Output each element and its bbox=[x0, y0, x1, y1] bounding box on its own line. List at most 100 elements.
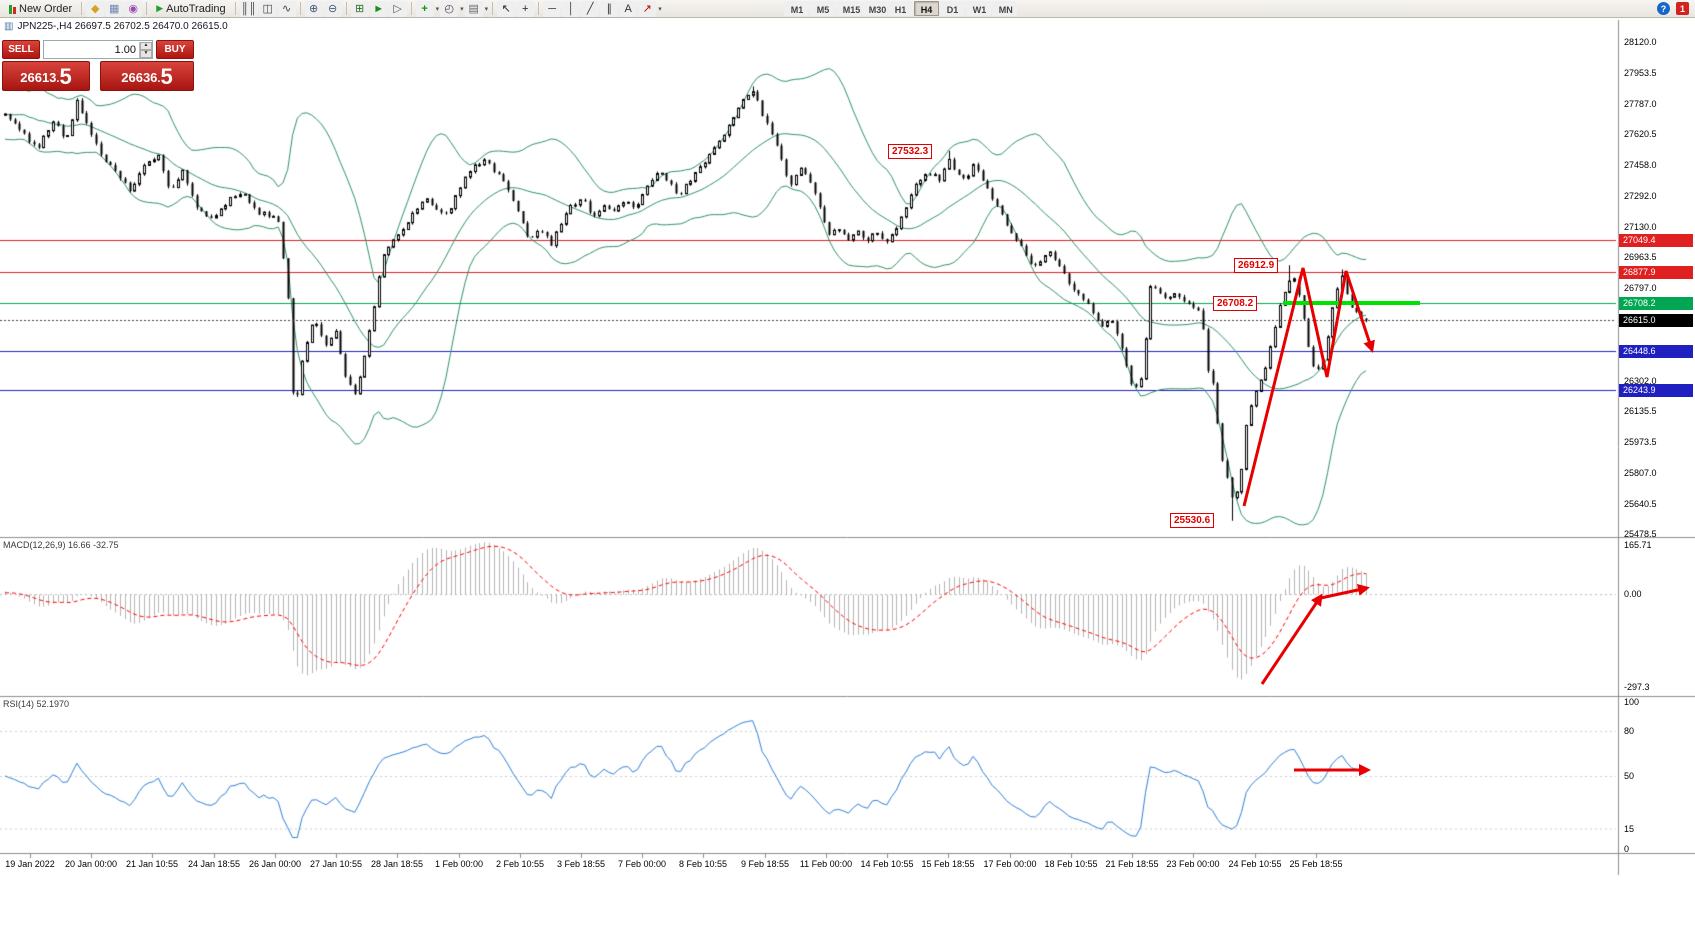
time-axis-label: 8 Feb 10:55 bbox=[678, 859, 728, 869]
time-axis-label: 2 Feb 10:55 bbox=[495, 859, 545, 869]
toolbar-separator bbox=[299, 2, 301, 15]
timeframe-w1[interactable]: W1 bbox=[965, 1, 991, 16]
sell-price-button[interactable]: 26613. 5 bbox=[2, 61, 90, 91]
time-axis-label: 18 Feb 10:55 bbox=[1044, 859, 1098, 869]
price-axis-label: 25973.5 bbox=[1624, 437, 1657, 447]
indicators-icon[interactable]: + bbox=[415, 0, 434, 17]
price-axis-label: 25478.5 bbox=[1624, 529, 1657, 539]
horizontal-line-icon[interactable]: ─ bbox=[543, 0, 562, 17]
price-callout-label[interactable]: 25530.6 bbox=[1170, 513, 1215, 528]
price-axis-label: 27787.0 bbox=[1624, 99, 1657, 109]
time-axis-label: 19 Jan 2022 bbox=[5, 859, 55, 869]
rsi-axis-label: 0 bbox=[1624, 844, 1630, 854]
price-callout-label[interactable]: 26708.2 bbox=[1213, 296, 1258, 311]
tile-windows-icon[interactable]: ⊞ bbox=[350, 0, 369, 17]
price-axis-label: 27620.5 bbox=[1624, 129, 1657, 139]
macd-axis-label: 0.00 bbox=[1624, 589, 1642, 599]
buy-button[interactable]: BUY bbox=[156, 40, 194, 59]
new-order-button-label: New Order bbox=[19, 2, 73, 15]
vertical-line-icon[interactable]: │ bbox=[562, 0, 581, 17]
volume-value[interactable]: 1.00 bbox=[114, 43, 136, 56]
price-axis-label: 27458.0 bbox=[1624, 160, 1657, 170]
volume-field[interactable]: 1.00 ▲ ▼ bbox=[43, 40, 153, 59]
templates-icon-dropdown[interactable]: ▾ bbox=[484, 5, 489, 13]
templates-icon[interactable]: ▤ bbox=[464, 0, 483, 17]
time-axis-label: 21 Feb 18:55 bbox=[1105, 859, 1159, 869]
timeframe-m15[interactable]: M15 bbox=[835, 1, 861, 16]
crosshair-icon[interactable]: + bbox=[516, 0, 535, 17]
macd-axis-label: -297.3 bbox=[1624, 682, 1650, 692]
toolbar-separator bbox=[234, 2, 236, 15]
auto-scroll-icon[interactable]: ► bbox=[369, 0, 388, 17]
timeframe-m5[interactable]: M5 bbox=[809, 1, 835, 16]
strategy-tester-icon[interactable]: ▦ bbox=[105, 0, 124, 17]
bar-chart-icon[interactable]: ║║ bbox=[239, 0, 258, 17]
metaeditor-icon[interactable]: ◆ bbox=[86, 0, 105, 17]
sell-button[interactable]: SELL bbox=[2, 40, 40, 59]
chart-shift-icon[interactable]: ▷ bbox=[388, 0, 407, 17]
timeframe-d1[interactable]: D1 bbox=[939, 1, 965, 16]
volume-spinner: ▲ ▼ bbox=[139, 41, 152, 58]
timeframe-m1[interactable]: M1 bbox=[783, 1, 809, 16]
price-axis-label: 26135.5 bbox=[1624, 406, 1657, 416]
price-callout-label[interactable]: 27532.3 bbox=[888, 144, 933, 159]
periods-icon-dropdown[interactable]: ▾ bbox=[460, 5, 464, 13]
rsi-axis-label: 100 bbox=[1624, 697, 1640, 707]
chart-window-icon: ▥ bbox=[4, 21, 14, 32]
timeframe-m30[interactable]: M30 bbox=[861, 1, 887, 16]
level-price-tag: 26877.9 bbox=[1619, 266, 1693, 279]
timeframe-h1[interactable]: H1 bbox=[887, 1, 913, 16]
buy-price-dot: . bbox=[157, 73, 161, 85]
chart-header: ▥ JPN225-,H4 26697.5 26702.5 26470.0 266… bbox=[4, 21, 228, 32]
time-axis-label: 26 Jan 00:00 bbox=[248, 859, 302, 869]
price-axis-label: 27953.5 bbox=[1624, 68, 1657, 78]
alerts-badge[interactable]: 1 bbox=[1676, 2, 1689, 15]
arrows-icon[interactable]: ↗ bbox=[638, 0, 657, 17]
time-axis-label: 27 Jan 10:55 bbox=[309, 859, 363, 869]
toolbar-right-icons: ? 1 bbox=[1657, 2, 1691, 15]
candlestick-icon[interactable]: ◫ bbox=[258, 0, 277, 17]
price-axis-label: 27292.0 bbox=[1624, 191, 1657, 201]
toolbar-separator bbox=[81, 2, 83, 15]
new-order-button[interactable]: New Order bbox=[4, 1, 77, 17]
line-chart-icon[interactable]: ∿ bbox=[277, 0, 296, 17]
arrows-icon-dropdown[interactable]: ▾ bbox=[658, 5, 662, 13]
level-price-tag: 26708.2 bbox=[1619, 297, 1693, 310]
periods-icon[interactable]: ◴ bbox=[440, 0, 459, 17]
chart-ohlc-text: JPN225-,H4 26697.5 26702.5 26470.0 26615… bbox=[17, 21, 228, 32]
rsi-indicator-label: RSI(14) 52.1970 bbox=[3, 699, 70, 709]
price-axis-label: 26797.0 bbox=[1624, 283, 1657, 293]
macd-axis-label: 165.71 bbox=[1624, 540, 1652, 550]
indicators-icon-dropdown[interactable]: ▾ bbox=[435, 5, 440, 13]
equidistant-channel-icon[interactable]: ∥ bbox=[600, 0, 619, 17]
toolbar-separator bbox=[146, 2, 148, 15]
macd-indicator-label: MACD(12,26,9) 16.66 -32.75 bbox=[3, 540, 119, 550]
options-icon[interactable]: ◉ bbox=[124, 0, 143, 17]
autotrading-button[interactable]: ▶ AutoTrading bbox=[151, 1, 230, 17]
timeframe-h4[interactable]: H4 bbox=[913, 1, 939, 16]
buy-price: 26636 bbox=[121, 70, 158, 85]
new-order-icon bbox=[9, 4, 16, 14]
timeframe-mn[interactable]: MN bbox=[991, 1, 1017, 16]
zoom-in-icon[interactable]: ⊕ bbox=[304, 0, 323, 17]
time-axis-label: 21 Jan 10:55 bbox=[125, 859, 179, 869]
buy-price-button[interactable]: 26636. 5 bbox=[100, 61, 194, 91]
text-icon[interactable]: A bbox=[619, 0, 638, 17]
price-callout-label[interactable]: 26912.9 bbox=[1234, 258, 1279, 273]
one-click-trading-panel: SELL 1.00 ▲ ▼ BUY 26613. 5 26636. 5 bbox=[2, 40, 194, 91]
sell-price-dot: . bbox=[56, 73, 60, 85]
cursor-icon[interactable]: ↖ bbox=[497, 0, 516, 17]
level-price-tag: 26448.6 bbox=[1619, 345, 1693, 358]
price-axis-label: 28120.0 bbox=[1624, 37, 1657, 47]
zoom-out-icon[interactable]: ⊖ bbox=[323, 0, 342, 17]
key-level-highlight[interactable] bbox=[1283, 301, 1420, 305]
volume-down-button[interactable]: ▼ bbox=[140, 49, 152, 58]
time-axis-label: 23 Feb 00:00 bbox=[1166, 859, 1220, 869]
volume-up-button[interactable]: ▲ bbox=[140, 41, 152, 50]
trendline-icon[interactable]: ╱ bbox=[581, 0, 600, 17]
time-axis-label: 20 Jan 00:00 bbox=[64, 859, 118, 869]
time-axis-label: 7 Feb 00:00 bbox=[617, 859, 667, 869]
help-icon[interactable]: ? bbox=[1657, 2, 1670, 15]
